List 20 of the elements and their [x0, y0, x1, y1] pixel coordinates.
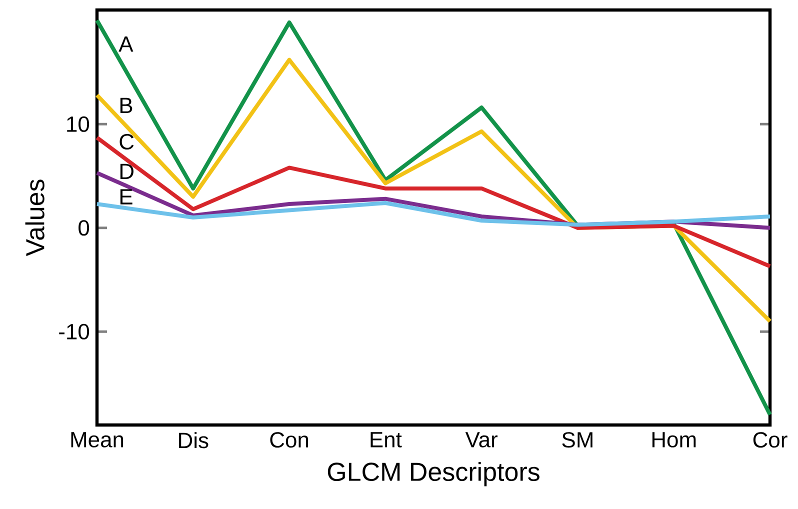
y-tick-label: 0: [78, 220, 90, 236]
line-series: [95, 18, 772, 417]
series-label: A: [118, 36, 134, 52]
x-tick-label: Var: [465, 432, 498, 448]
line-series: [95, 136, 772, 268]
series-label: D: [120, 164, 134, 179]
series-label: E: [120, 189, 132, 204]
series-label: B: [120, 98, 132, 114]
x-tick-label: Cor: [753, 432, 788, 448]
x-axis-title: GLCM Descriptors: [328, 462, 540, 486]
x-tick-label: Hom: [652, 432, 696, 448]
y-tick-label: -10: [59, 324, 90, 340]
x-tick-label: Con: [270, 432, 308, 448]
y-tick-label: 10: [67, 116, 90, 132]
x-tick-label: Ent: [370, 432, 402, 448]
x-tick-label: Mean: [71, 432, 124, 448]
x-tick-label: Dis: [179, 432, 208, 448]
series-label: C: [120, 134, 134, 150]
y-axis-title: Values: [25, 180, 44, 256]
x-tick-label: SM: [562, 432, 592, 448]
